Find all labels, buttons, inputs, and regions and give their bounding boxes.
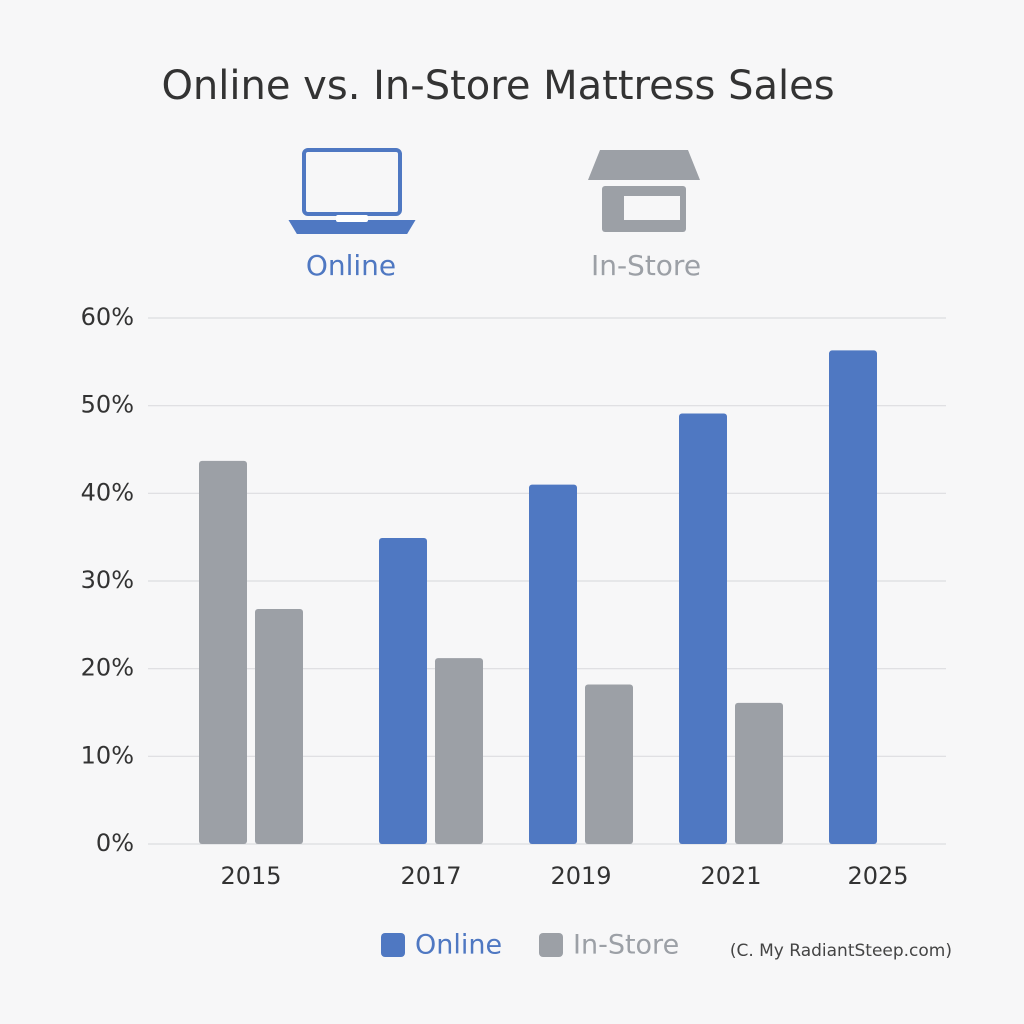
x-tick-label: 2017 [400, 862, 461, 890]
bar [199, 460, 247, 844]
x-tick-label: 2025 [847, 862, 908, 890]
y-tick-label: 30% [81, 566, 134, 594]
legend-label: Online [415, 930, 502, 961]
bar [529, 484, 577, 844]
header-legend-label: In-Store [591, 249, 701, 282]
bar [585, 684, 633, 844]
legend-swatch [539, 933, 563, 957]
y-tick-label: 20% [81, 654, 134, 682]
store-icon [588, 150, 700, 232]
bar [679, 413, 727, 844]
y-tick-label: 10% [81, 741, 134, 769]
x-tick-label: 2015 [220, 862, 281, 890]
legend-label: In-Store [573, 930, 679, 961]
y-tick-label: 0% [96, 829, 134, 857]
bar [379, 538, 427, 844]
bar [435, 658, 483, 844]
bar [829, 350, 877, 844]
y-tick-label: 60% [81, 303, 134, 331]
chart-title: Online vs. In-Store Mattress Sales [161, 63, 834, 109]
bar [735, 702, 783, 844]
x-tick-label: 2019 [550, 862, 611, 890]
legend-swatch [381, 933, 405, 957]
y-tick-label: 40% [81, 478, 134, 506]
bar [255, 609, 303, 844]
header-legend-label: Online [306, 249, 396, 282]
online-icon [288, 148, 416, 234]
y-tick-label: 50% [81, 391, 134, 419]
x-tick-label: 2021 [700, 862, 761, 890]
source-note: (C. My RadiantSteep.com) [730, 941, 952, 961]
